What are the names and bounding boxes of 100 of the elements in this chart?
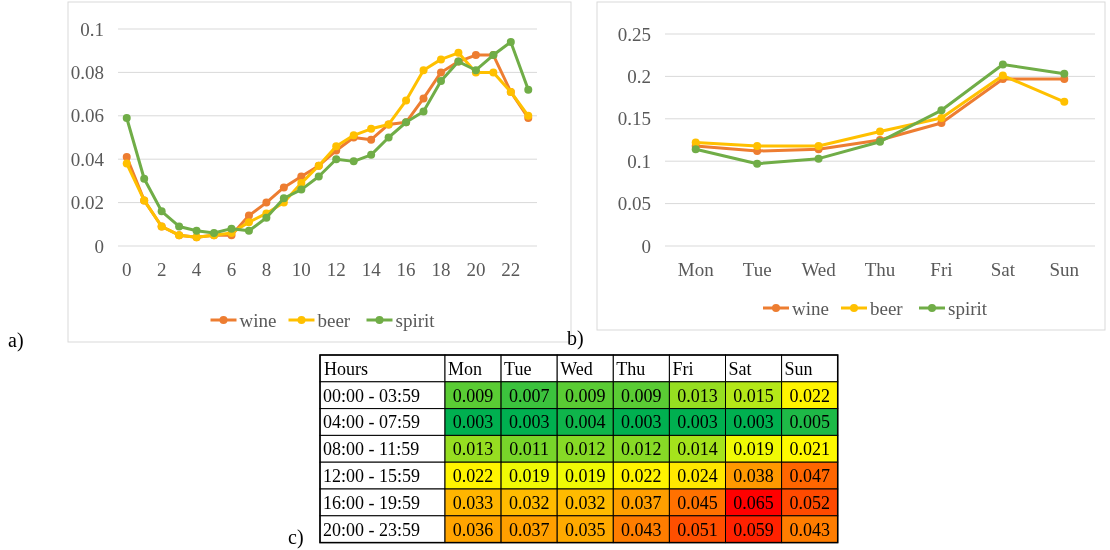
data-label: 0.045 [677, 492, 718, 513]
y-tick-label: 0.02 [70, 192, 104, 214]
x-tick-label: Wed [801, 259, 837, 280]
point [419, 94, 428, 103]
y-tick-label: 0.06 [70, 105, 104, 127]
data-label: 0.019 [508, 465, 550, 486]
point [402, 96, 411, 105]
x-tick-label: 10 [291, 259, 311, 280]
point [122, 153, 131, 162]
x-tick-label: 8 [261, 259, 272, 280]
x-tick-label: Tue [742, 259, 772, 280]
point [332, 142, 341, 151]
data-label: 0.019 [733, 439, 774, 460]
y-tick-label: 0.08 [70, 62, 104, 84]
point [367, 135, 376, 144]
point [937, 106, 946, 115]
x-tick-label: Thu [864, 259, 896, 280]
data-label: 0.012 [565, 439, 606, 460]
data-label: 0.022 [621, 465, 662, 486]
point [332, 155, 341, 164]
data-label: 0.004 [565, 412, 606, 433]
y-tick-label: 0.05 [617, 193, 651, 215]
y-tick-label: 0 [641, 235, 651, 257]
y-tick-label: 0.04 [70, 148, 105, 170]
point [691, 145, 700, 154]
y-tick-label: 04:00 - 07:59 [323, 412, 420, 433]
legend-label: beer [870, 297, 904, 319]
data-label: 0.013 [452, 439, 494, 460]
y-tick-label: 20:00 - 23:59 [323, 519, 420, 540]
point [1060, 69, 1069, 78]
point [244, 218, 253, 227]
y-axis-title: Hours [324, 358, 368, 379]
y-tick-label: 0.2 [627, 66, 651, 88]
point [419, 107, 428, 116]
x-tick-label: Sat [990, 259, 1016, 280]
data-label: 0.036 [452, 519, 494, 540]
data-label: 0.003 [677, 412, 718, 433]
point [367, 150, 376, 159]
legend-label: beer [317, 309, 351, 331]
data-label: 0.012 [621, 439, 662, 460]
data-label: 0.032 [565, 492, 606, 513]
x-tick-label: 14 [361, 259, 382, 280]
x-tick-label: Sat [728, 358, 752, 379]
point [753, 141, 762, 150]
x-tick-label: Mon [677, 259, 715, 280]
y-tick-label: 0 [94, 235, 104, 257]
x-tick-label: 0 [121, 259, 132, 280]
point [227, 224, 236, 233]
y-tick-label: 16:00 - 19:59 [323, 492, 420, 513]
x-tick-label: Mon [448, 358, 483, 379]
data-label: 0.019 [565, 465, 606, 486]
data-label: 0.003 [452, 412, 494, 433]
text: b) [567, 327, 584, 350]
x-tick-label: 20 [466, 259, 486, 280]
data-label: 0.035 [565, 519, 606, 540]
point [279, 194, 288, 203]
x-tick-label: 12 [326, 259, 346, 280]
x-tick-label: Sun [1049, 259, 1080, 280]
x-tick-label: 18 [431, 259, 451, 280]
point [436, 68, 445, 77]
point [314, 172, 323, 181]
data-label: 0.047 [789, 465, 830, 486]
point [876, 127, 884, 136]
point [244, 226, 253, 235]
legend-label: spirit [948, 297, 988, 319]
y-tick-label: 0.1 [80, 18, 104, 40]
point [506, 38, 515, 47]
data-label: 0.003 [508, 412, 550, 433]
point [122, 113, 131, 122]
point [471, 51, 480, 60]
y-tick-label: 0.25 [617, 23, 651, 45]
point [384, 133, 393, 142]
data-label: 0.009 [621, 385, 662, 406]
point [998, 60, 1007, 69]
point [192, 226, 201, 235]
data-label: 0.013 [677, 385, 718, 406]
point [753, 159, 762, 168]
data-label: 0.003 [733, 412, 774, 433]
legend-label: wine [239, 309, 277, 331]
point [157, 207, 166, 216]
data-label: 0.011 [509, 439, 550, 460]
data-label: 0.022 [452, 465, 494, 486]
data-label: 0.022 [789, 385, 830, 406]
data-label: 0.065 [733, 492, 774, 513]
x-tick-label: Fri [672, 358, 694, 379]
y-tick-label: 0.1 [627, 150, 651, 172]
point [262, 213, 271, 222]
point [262, 198, 271, 207]
x-tick-label: Wed [560, 358, 593, 379]
data-label: 0.043 [621, 519, 662, 540]
point [367, 124, 376, 133]
point [814, 154, 823, 163]
data-label: 0.007 [508, 385, 550, 406]
y-tick-label: 00:00 - 03:59 [323, 385, 420, 406]
data-label: 0.015 [733, 385, 774, 406]
point [937, 113, 946, 122]
x-tick-label: Tue [504, 358, 532, 379]
point [140, 174, 149, 183]
data-label: 0.014 [677, 439, 718, 460]
point [349, 157, 358, 166]
